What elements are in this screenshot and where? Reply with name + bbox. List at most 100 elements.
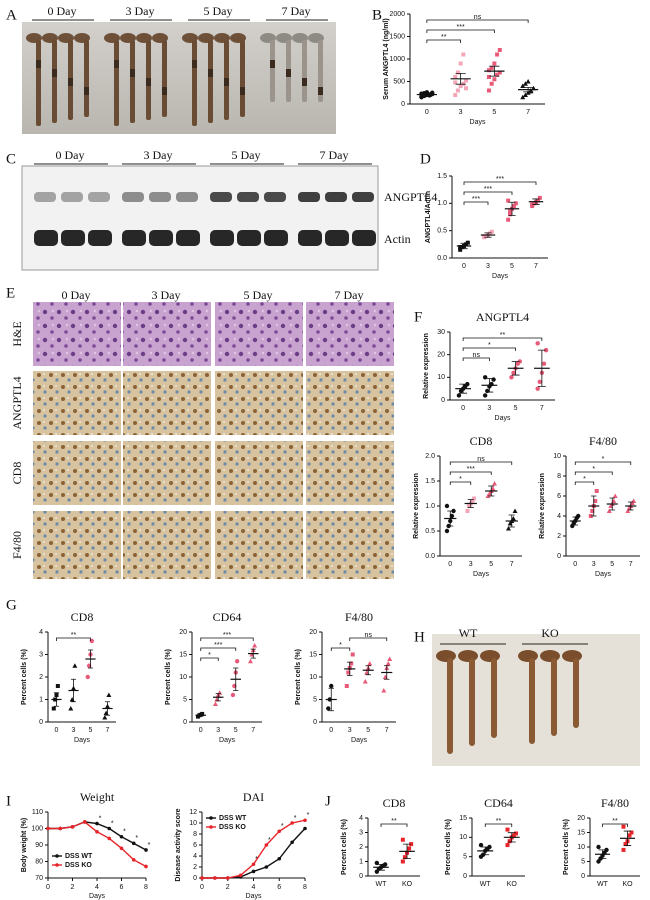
x-tick-label: 0 bbox=[199, 727, 203, 734]
error-bar bbox=[403, 843, 411, 859]
significance-bracket bbox=[574, 461, 632, 465]
micrograph bbox=[215, 302, 303, 366]
x-axis-label: Days bbox=[473, 571, 489, 578]
data-point bbox=[478, 842, 484, 848]
y-tick-label: 6 bbox=[193, 842, 197, 849]
data-point bbox=[492, 481, 498, 486]
data-point bbox=[525, 90, 531, 95]
x-tick-label: 0 bbox=[200, 884, 204, 891]
error-bar bbox=[485, 378, 494, 393]
colon bbox=[270, 40, 275, 102]
legend-label: DSS KO bbox=[65, 862, 92, 869]
significance-label: ** bbox=[391, 818, 397, 825]
series-marker bbox=[251, 869, 256, 874]
colon-spot bbox=[270, 60, 275, 68]
y-axis-label: Percent cells (%) bbox=[165, 649, 172, 705]
band-label: Actin bbox=[384, 232, 411, 246]
error-bar bbox=[609, 497, 616, 511]
colon bbox=[36, 40, 41, 126]
x-tick-label: 0 bbox=[425, 109, 429, 116]
band bbox=[210, 192, 232, 202]
series-marker bbox=[95, 821, 99, 826]
x-tick-label: 0 bbox=[46, 884, 50, 891]
micrograph bbox=[306, 511, 394, 579]
y-tick-label: 1.5 bbox=[437, 173, 447, 180]
significance-label: ** bbox=[71, 632, 77, 639]
chart-title: CD8 bbox=[383, 796, 406, 810]
x-axis-label: Days bbox=[219, 737, 235, 744]
data-point bbox=[522, 92, 528, 97]
data-point bbox=[367, 661, 373, 666]
colon bbox=[318, 40, 323, 102]
y-tick-label: 0 bbox=[463, 873, 467, 880]
colon-spot bbox=[318, 87, 323, 95]
data-point bbox=[506, 198, 511, 203]
error-bar bbox=[511, 361, 520, 376]
error-bar bbox=[484, 232, 492, 238]
band bbox=[210, 230, 234, 246]
significance-label: * bbox=[339, 642, 342, 649]
data-point bbox=[621, 824, 626, 829]
data-point bbox=[517, 359, 523, 364]
significance-label: *** bbox=[214, 642, 222, 649]
y-tick-label: 10 bbox=[189, 820, 197, 827]
data-point bbox=[464, 86, 469, 91]
x-tick-label: 0 bbox=[55, 727, 59, 734]
y-axis-label: Percent cells (%) bbox=[445, 819, 452, 875]
error-bar bbox=[377, 864, 385, 871]
y-tick-label: 2 bbox=[557, 533, 561, 540]
band bbox=[298, 230, 322, 246]
data-point bbox=[513, 831, 518, 836]
row-label: CD8 bbox=[10, 462, 24, 485]
series-marker bbox=[82, 820, 87, 824]
x-tick-label: 5 bbox=[234, 727, 238, 734]
error-bar bbox=[250, 648, 256, 659]
y-axis-label: Relative expression bbox=[539, 473, 546, 539]
y-tick-label: 1000 bbox=[389, 56, 405, 63]
data-point bbox=[407, 846, 412, 851]
data-point bbox=[606, 508, 612, 513]
row-label: H&E bbox=[10, 321, 24, 346]
y-tick-label: 0 bbox=[401, 101, 405, 108]
data-point bbox=[485, 493, 491, 498]
data-point bbox=[102, 715, 108, 720]
error-bar bbox=[215, 693, 221, 702]
data-point bbox=[444, 528, 450, 534]
error-bar bbox=[489, 65, 500, 77]
y-tick-label: 1 bbox=[359, 858, 363, 865]
x-axis-label: Days bbox=[74, 737, 90, 744]
error-bar bbox=[508, 514, 515, 528]
y-tick-label: 15 bbox=[459, 815, 467, 822]
colon-spot bbox=[302, 78, 307, 86]
significance-bracket bbox=[349, 637, 388, 641]
data-point bbox=[535, 341, 540, 346]
micrograph bbox=[215, 441, 303, 505]
colon-spot bbox=[192, 60, 197, 68]
error-bar bbox=[590, 495, 597, 517]
panel-label: H bbox=[414, 629, 425, 645]
significance-label: *** bbox=[223, 632, 231, 639]
y-tick-label: 2 bbox=[39, 674, 43, 681]
chart-title: Weight bbox=[80, 790, 115, 804]
y-tick-label: 8 bbox=[193, 831, 197, 838]
significance-bracket bbox=[426, 39, 462, 43]
error-bar bbox=[481, 846, 490, 856]
group-label: 0 Day bbox=[48, 4, 77, 18]
colon-head bbox=[480, 650, 500, 662]
data-point bbox=[453, 75, 458, 79]
colon bbox=[447, 658, 453, 754]
data-point bbox=[492, 61, 497, 66]
series-marker bbox=[238, 873, 243, 878]
data-point bbox=[402, 855, 407, 860]
row-label: F4/80 bbox=[10, 531, 24, 559]
data-point bbox=[522, 81, 528, 86]
y-tick-label: 3 bbox=[359, 829, 363, 836]
x-axis-label: Days bbox=[492, 273, 508, 280]
data-point bbox=[455, 70, 460, 75]
x-axis-label: Days bbox=[351, 737, 367, 744]
significance-label: * bbox=[602, 456, 605, 463]
x-axis-label: Days bbox=[595, 571, 611, 578]
y-tick-label: 20 bbox=[179, 629, 187, 636]
significance-bracket bbox=[463, 201, 489, 205]
significance-bracket bbox=[462, 337, 543, 341]
